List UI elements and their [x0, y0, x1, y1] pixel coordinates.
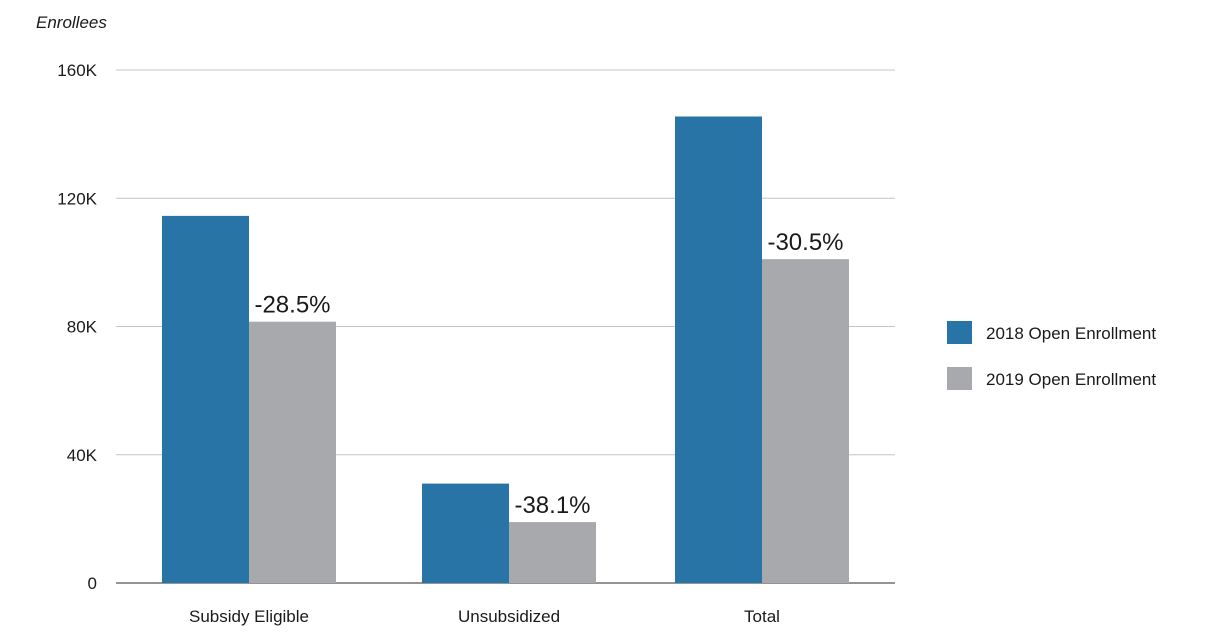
bar-data-label: -28.5%	[254, 292, 330, 319]
bar-2019-total	[762, 259, 849, 583]
legend: 2018 Open Enrollment 2019 Open Enrollment	[947, 321, 1156, 390]
x-axis-ticks: Subsidy Eligible Unsubsidized Total	[189, 607, 780, 626]
y-tick-label: 80K	[67, 318, 98, 337]
y-tick-label: 0	[88, 574, 97, 593]
bar-data-label: -30.5%	[767, 229, 843, 256]
bar-2019-subsidy-eligible	[249, 321, 336, 583]
bar-2018-subsidy-eligible	[162, 215, 249, 583]
y-tick-label: 120K	[57, 189, 97, 208]
legend-label: 2019 Open Enrollment	[986, 370, 1156, 389]
bar-2018-total	[675, 116, 762, 583]
x-tick-label: Unsubsidized	[458, 607, 560, 626]
y-tick-label: 40K	[67, 446, 98, 465]
y-tick-label: 160K	[57, 61, 97, 80]
bar-2018-unsubsidized	[422, 483, 509, 583]
bars	[162, 116, 849, 583]
x-tick-label: Subsidy Eligible	[189, 607, 309, 626]
legend-swatch	[947, 321, 972, 344]
y-axis-ticks: 0 40K 80K 120K 160K	[57, 61, 97, 593]
bar-data-label: -38.1%	[514, 492, 590, 519]
x-tick-label: Total	[744, 607, 780, 626]
legend-label: 2018 Open Enrollment	[986, 324, 1156, 343]
bar-2019-unsubsidized	[509, 522, 596, 583]
bar-labels: -28.5% -38.1% -30.5%	[254, 229, 843, 519]
y-axis-label: Enrollees	[36, 13, 107, 32]
legend-swatch	[947, 367, 972, 390]
